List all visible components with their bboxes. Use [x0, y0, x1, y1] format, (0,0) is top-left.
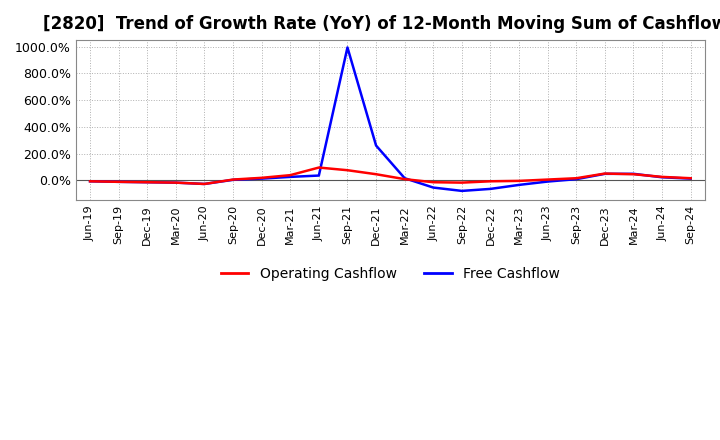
Operating Cashflow — [343, 168, 352, 173]
Free Cashflow — [86, 179, 94, 184]
Operating Cashflow — [372, 172, 380, 177]
Free Cashflow — [544, 179, 552, 184]
Operating Cashflow — [286, 172, 294, 178]
Operating Cashflow — [400, 176, 409, 182]
Free Cashflow — [171, 180, 180, 185]
Free Cashflow — [515, 182, 523, 187]
Free Cashflow — [229, 177, 238, 183]
Free Cashflow — [143, 180, 152, 185]
Free Cashflow — [315, 173, 323, 178]
Free Cashflow — [572, 176, 580, 182]
Operating Cashflow — [114, 179, 123, 184]
Operating Cashflow — [429, 180, 438, 185]
Free Cashflow — [400, 176, 409, 181]
Operating Cashflow — [257, 175, 266, 180]
Operating Cashflow — [600, 171, 609, 176]
Free Cashflow — [600, 171, 609, 176]
Operating Cashflow — [658, 174, 667, 180]
Operating Cashflow — [229, 177, 238, 182]
Free Cashflow — [343, 45, 352, 50]
Legend: Operating Cashflow, Free Cashflow: Operating Cashflow, Free Cashflow — [215, 261, 566, 286]
Free Cashflow — [114, 179, 123, 184]
Operating Cashflow — [629, 172, 638, 177]
Free Cashflow — [372, 143, 380, 148]
Operating Cashflow — [315, 165, 323, 170]
Title: [2820]  Trend of Growth Rate (YoY) of 12-Month Moving Sum of Cashflows: [2820] Trend of Growth Rate (YoY) of 12-… — [43, 15, 720, 33]
Operating Cashflow — [143, 180, 152, 185]
Line: Operating Cashflow: Operating Cashflow — [90, 168, 690, 184]
Operating Cashflow — [572, 176, 580, 181]
Operating Cashflow — [200, 181, 209, 187]
Free Cashflow — [257, 176, 266, 181]
Operating Cashflow — [171, 180, 180, 185]
Operating Cashflow — [515, 178, 523, 183]
Operating Cashflow — [486, 179, 495, 184]
Free Cashflow — [457, 188, 466, 194]
Operating Cashflow — [457, 180, 466, 185]
Free Cashflow — [286, 174, 294, 180]
Free Cashflow — [200, 181, 209, 187]
Free Cashflow — [629, 171, 638, 176]
Free Cashflow — [686, 176, 695, 181]
Line: Free Cashflow: Free Cashflow — [90, 48, 690, 191]
Operating Cashflow — [686, 176, 695, 181]
Free Cashflow — [429, 185, 438, 190]
Free Cashflow — [486, 186, 495, 191]
Operating Cashflow — [86, 179, 94, 184]
Operating Cashflow — [544, 177, 552, 182]
Free Cashflow — [658, 175, 667, 180]
